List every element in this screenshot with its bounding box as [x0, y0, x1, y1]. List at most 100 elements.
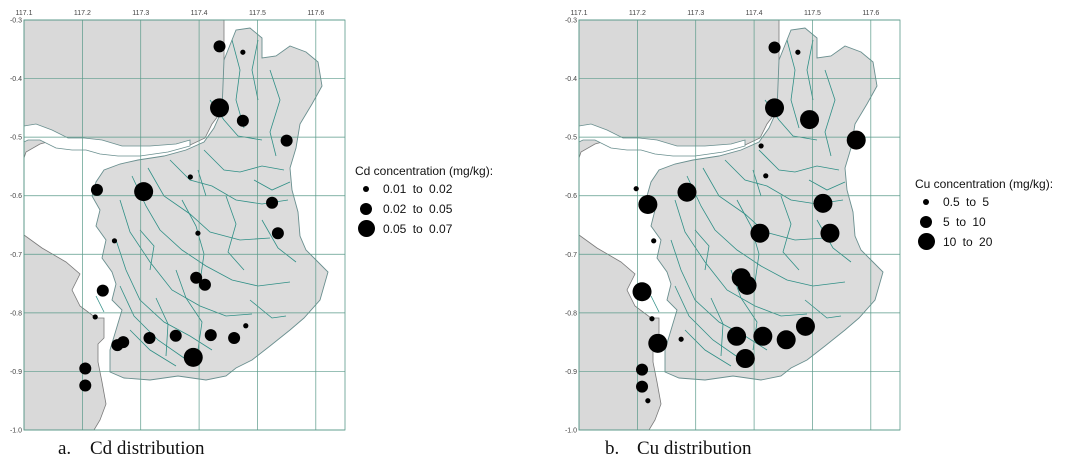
longitude-tick-label: 117.5: [804, 10, 821, 17]
delta-channel: [231, 39, 245, 129]
legend-row-large: 10 to 20: [915, 232, 1053, 251]
sample-point-large: [776, 330, 796, 350]
delta-channel: [139, 229, 155, 271]
legend-title: Cu concentration (mg/kg):: [915, 177, 1054, 191]
map-frame: [578, 19, 901, 431]
legend-title: Cd concentration (mg/kg):: [355, 164, 494, 178]
latitude-tick-label: -0.6: [10, 193, 22, 200]
caption-letter: a.: [58, 438, 72, 459]
sample-markers: [632, 41, 866, 404]
sample-point-large: [795, 316, 815, 336]
sample-point-small: [645, 398, 651, 404]
sample-point-large: [800, 110, 820, 130]
sample-point-large: [735, 349, 755, 369]
delta-channel: [261, 219, 297, 263]
sample-point-medium: [266, 196, 279, 209]
sample-point-large: [727, 326, 747, 346]
longitude-tick-label: 117.5: [249, 10, 266, 17]
caption-cd: a. Cd distribution: [58, 438, 205, 460]
coordinate-ticks: 117.1 117.2 117.3 117.4 117.5 117.6 -0.3 -0.4 -0…: [565, 10, 879, 435]
caption-text: Cu distribution: [637, 438, 752, 459]
longitude-tick-label: 117.3: [132, 10, 149, 17]
delta-channel: [674, 285, 740, 359]
sample-point-small: [187, 174, 193, 180]
legend-label: 0.01 to 0.02: [383, 181, 453, 196]
longitude-tick-label: 117.6: [862, 10, 879, 17]
sample-point-medium: [169, 329, 182, 342]
delta-channel: [686, 175, 846, 287]
delta-channel: [684, 329, 732, 367]
sample-point-medium: [96, 284, 109, 297]
sample-point-medium: [236, 114, 249, 127]
sample-point-small: [651, 238, 657, 244]
latitude-tick-label: -0.9: [565, 369, 577, 376]
latitude-tick-label: -0.5: [565, 135, 577, 142]
delta-channel: [824, 69, 836, 157]
delta-channel: [129, 329, 177, 367]
sample-point-medium: [213, 40, 226, 53]
latitude-tick-label: -0.6: [565, 193, 577, 200]
delta-channel: [175, 269, 203, 351]
sample-point-medium: [79, 362, 92, 375]
delta-channel: [225, 195, 245, 271]
delta-channel: [780, 195, 800, 271]
delta-channel: [155, 297, 169, 357]
caption-text: Cd distribution: [90, 438, 205, 459]
delta-channel: [808, 179, 846, 191]
sample-point-medium: [198, 278, 211, 291]
delta-channel: [253, 179, 291, 191]
sample-point-large: [134, 182, 154, 202]
sample-point-large: [648, 333, 668, 353]
legend-dot-large: [915, 233, 937, 250]
sample-point-large: [183, 347, 203, 367]
delta-channel: [119, 285, 185, 359]
delta-channel: [650, 295, 660, 313]
caption-letter: b.: [605, 438, 620, 459]
legend-label: 10 to 20: [943, 234, 993, 249]
map-basemap: [578, 19, 901, 431]
sample-markers: [79, 40, 293, 392]
latitude-tick-label: -0.5: [10, 135, 22, 142]
sample-point-large: [210, 98, 230, 118]
latitude-tick-label: -0.7: [10, 252, 22, 259]
sample-point-medium: [90, 183, 103, 196]
latitude-tick-label: -1.0: [10, 428, 22, 435]
longitude-tick-label: 117.2: [629, 10, 646, 17]
sample-point-small: [633, 186, 639, 192]
latitude-tick-label: -0.3: [565, 18, 577, 25]
legend-label: 0.02 to 0.05: [383, 201, 453, 216]
sample-point-small: [678, 336, 684, 342]
sample-point-medium: [280, 134, 293, 147]
delta-channel: [119, 199, 253, 317]
river-channel: [23, 123, 191, 157]
longitude-tick-label: 117.2: [74, 10, 91, 17]
legend-label: 0.5 to 5: [943, 194, 990, 209]
sample-point-large: [846, 130, 866, 150]
longitude-tick-label: 117.4: [191, 10, 208, 17]
longitude-tick-label: 117.6: [307, 10, 324, 17]
sample-point-large: [765, 98, 785, 118]
sample-point-small: [763, 173, 769, 179]
sample-point-large: [632, 282, 652, 302]
sample-point-medium: [228, 332, 241, 345]
longitude-tick-label: 117.3: [687, 10, 704, 17]
delta-channel: [694, 229, 710, 271]
delta-channel: [674, 199, 808, 317]
longitude-tick-label: 117.4: [746, 10, 763, 17]
sample-point-small: [240, 49, 246, 55]
latitude-tick-label: -0.9: [10, 369, 22, 376]
delta-channel: [269, 69, 281, 157]
sample-point-small: [795, 49, 801, 55]
delta-channel: [147, 167, 271, 241]
sample-point-small: [92, 314, 98, 320]
legend-row-medium: 0.02 to 0.05: [355, 199, 493, 218]
legend-row-small: 0.5 to 5: [915, 192, 1053, 211]
delta-channel: [181, 199, 205, 283]
delta-channel: [786, 39, 800, 129]
legend-dot-large: [355, 220, 377, 237]
river-channel: [578, 123, 746, 157]
sample-point-small: [243, 323, 249, 329]
sample-point-medium: [190, 271, 203, 284]
cu-map: 117.1 117.2 117.3 117.4 117.5 117.6 -0.3 -0.4 -0…: [565, 10, 901, 435]
sample-point-small: [649, 316, 655, 322]
